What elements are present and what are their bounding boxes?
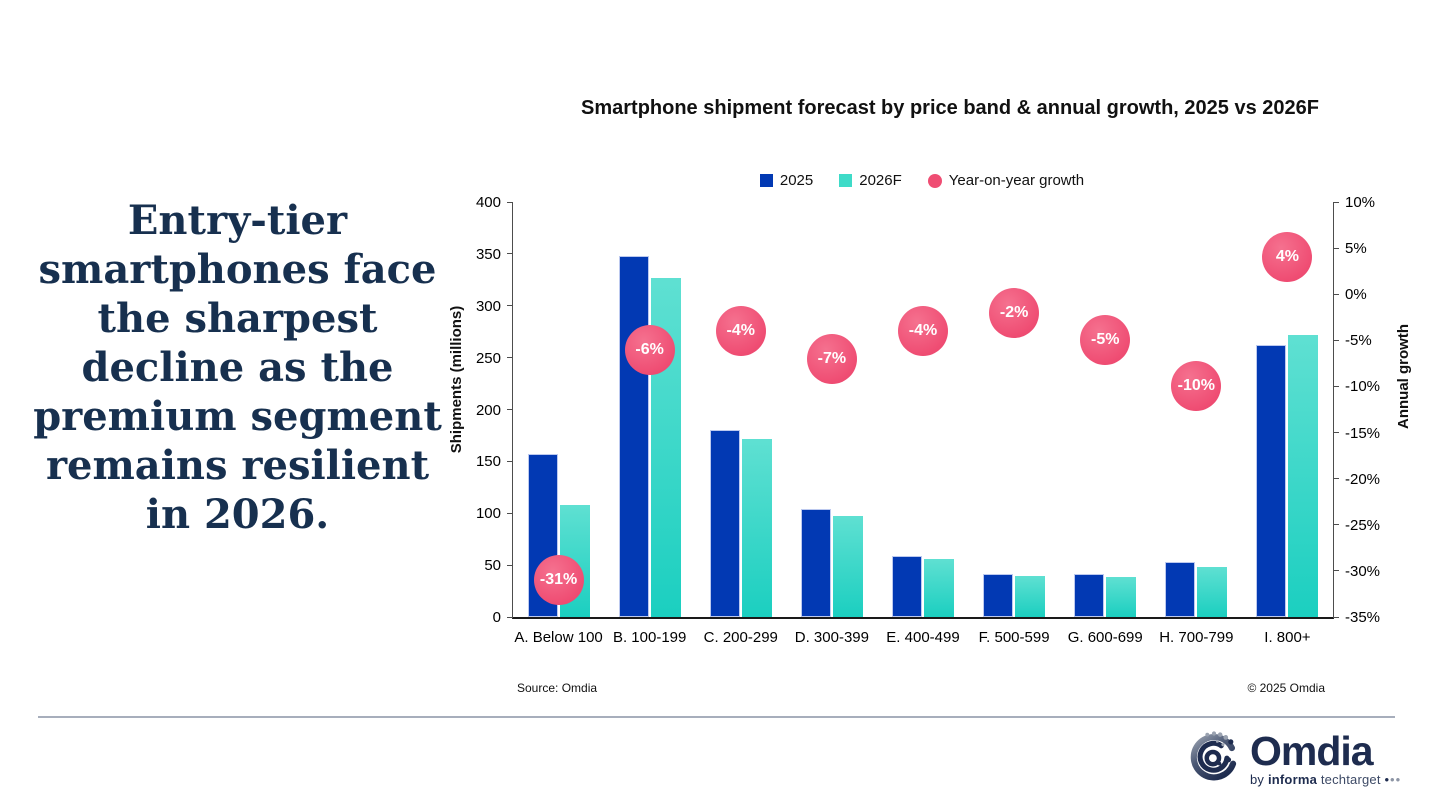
legend-item-2026f: 2026F — [839, 172, 902, 189]
copyright-note: © 2025 Omdia — [1247, 681, 1325, 695]
legend-swatch-growth — [927, 173, 942, 188]
y-tick-mark-left — [507, 409, 513, 410]
bar-2026f-6 — [1015, 575, 1046, 617]
bar-2025-7 — [1074, 574, 1105, 617]
y-tick-mark-left — [507, 201, 513, 203]
growth-bubble-3: -4% — [715, 306, 766, 357]
growth-bubble-7: -5% — [1080, 315, 1131, 366]
bar-2025-2 — [618, 255, 649, 617]
x-axis-label-2: B. 100-199 — [612, 629, 687, 646]
bar-2025-8 — [1165, 562, 1196, 617]
y-tick-left: 150 — [475, 453, 501, 471]
bar-2026f-5 — [924, 558, 954, 617]
y-tick-left: 250 — [475, 349, 501, 367]
growth-bubble-8: -10% — [1171, 361, 1222, 412]
y-tick-left: 200 — [475, 401, 501, 419]
legend-label-2026f: 2026F — [859, 172, 902, 189]
growth-bubble-6: -2% — [989, 287, 1040, 338]
source-note: Source: Omdia — [517, 681, 598, 695]
y-tick-right: -25% — [1345, 516, 1381, 534]
growth-bubble-4: -7% — [806, 333, 857, 384]
tagline-techtarget: techtarget — [1320, 772, 1381, 787]
x-axis-label-5: E. 400-499 — [886, 629, 960, 646]
y-tick-right: 0% — [1345, 286, 1367, 304]
x-axis-label-8: H. 700-799 — [1159, 629, 1234, 646]
y-tick-right: -30% — [1345, 562, 1381, 580]
y-tick-mark-right — [1333, 616, 1339, 618]
tagline-by: by — [1250, 772, 1265, 787]
y-tick-mark-right — [1333, 478, 1339, 480]
legend-label-growth: Year-on-year growth — [948, 172, 1085, 189]
bar-2026f-7 — [1106, 576, 1137, 617]
bar-2026f-9 — [1288, 334, 1319, 617]
omdia-logo-text: Omdia by informa techtarget ••• — [1250, 728, 1401, 788]
plot-area: 400 350 300 250 200 150 100 50 0 10% 5% 0% -5% -10% -1… — [476, 194, 1380, 646]
y-tick-mark-right — [1333, 247, 1339, 249]
y-tick-mark-right — [1333, 432, 1339, 434]
x-axis-label-4: D. 300-399 — [794, 629, 869, 646]
chart-title: Smartphone shipment forecast by price ba… — [581, 97, 1319, 119]
bar-2026f-8 — [1197, 567, 1228, 617]
y-tick-left: 100 — [475, 505, 501, 523]
y-tick-right: -20% — [1345, 470, 1381, 488]
y-tick-mark-left — [507, 460, 513, 462]
y-tick-left: 300 — [475, 297, 501, 315]
y-tick-mark-left — [507, 512, 513, 514]
omdia-wordmark: Omdia — [1250, 728, 1374, 774]
omdia-tagline: by informa techtarget ••• — [1250, 772, 1401, 787]
x-axis-label-9: I. 800+ — [1264, 629, 1311, 646]
legend-label-2025: 2025 — [779, 172, 814, 189]
y-tick-mark-right — [1333, 385, 1339, 387]
y-tick-right: -15% — [1345, 424, 1381, 442]
legend-swatch-2025 — [759, 174, 773, 187]
y-tick-right: -5% — [1345, 332, 1372, 350]
y-tick-right: -10% — [1345, 378, 1381, 396]
bar-2025-6 — [983, 574, 1014, 617]
y-tick-mark-left — [507, 305, 513, 307]
y-tick-mark-left — [507, 357, 513, 359]
x-axis-label-3: C. 200-299 — [703, 629, 778, 646]
y-tick-mark-right — [1333, 201, 1339, 203]
tagline-informa: informa — [1267, 772, 1318, 787]
omdia-logo-icon — [1186, 729, 1242, 790]
bar-2025-9 — [1256, 345, 1287, 617]
x-axis-label-1: A. Below 100 — [514, 629, 603, 646]
y-tick-right: -35% — [1345, 609, 1381, 626]
headline-text: Entry-tier smartphones face the sharpest… — [33, 197, 442, 538]
y-tick-mark-right — [1333, 293, 1339, 295]
legend-item-2025: 2025 — [759, 172, 814, 189]
y-tick-left: 50 — [484, 557, 501, 575]
bar-2025-4 — [800, 509, 831, 617]
y-tick-left: 0 — [492, 609, 501, 626]
y-tick-mark-right — [1333, 570, 1339, 572]
y-axis-title-left: Shipments (millions) — [448, 305, 465, 454]
y-tick-right: 10% — [1345, 194, 1376, 211]
chart-legend: 2025 2026F Year-on-year growth — [512, 172, 1332, 189]
growth-bubble-5: -4% — [898, 306, 948, 357]
x-axis-label-7: G. 600-699 — [1067, 629, 1143, 646]
x-axis-label-6: F. 500-599 — [978, 629, 1050, 646]
bar-2026f-4 — [832, 516, 863, 617]
bar-2025-5 — [892, 555, 922, 617]
y-tick-mark-right — [1333, 524, 1339, 526]
y-tick-right: 5% — [1345, 240, 1367, 258]
legend-swatch-2026f — [839, 174, 853, 187]
bar-2026f-3 — [741, 438, 772, 617]
tagline-dots: ••• — [1384, 772, 1402, 787]
y-tick-mark-left — [507, 564, 513, 566]
growth-bubble-2: -6% — [624, 324, 675, 375]
y-tick-mark-left — [507, 616, 513, 618]
y-tick-left: 400 — [475, 194, 501, 211]
bar-2025-3 — [709, 430, 740, 617]
y-tick-left: 350 — [475, 245, 501, 263]
footer-divider — [38, 716, 1395, 718]
growth-bubble-1: -31% — [533, 555, 584, 606]
legend-item-growth: Year-on-year growth — [927, 172, 1085, 189]
omdia-logo: Omdia by informa techtarget ••• — [1186, 729, 1401, 790]
growth-bubble-9: 4% — [1262, 232, 1313, 283]
y-tick-mark-left — [507, 253, 513, 255]
y-tick-mark-right — [1333, 339, 1339, 341]
